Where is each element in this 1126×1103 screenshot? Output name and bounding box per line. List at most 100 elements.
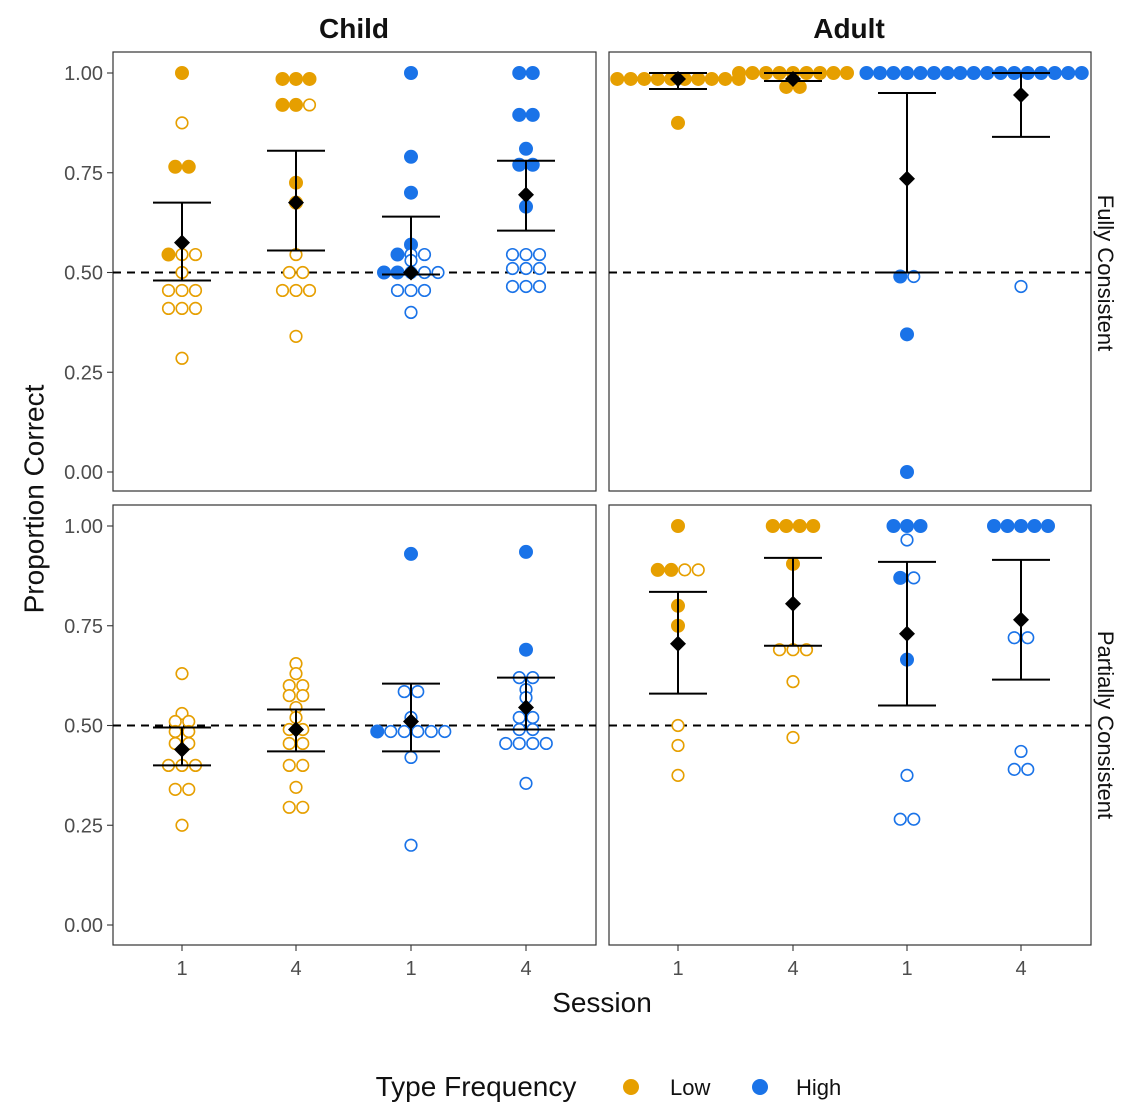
data-point-open (296, 800, 310, 814)
y-tick-label: 0.75 (64, 163, 103, 185)
legend: Type Frequency Low High (376, 1071, 842, 1102)
data-point-filled (671, 519, 685, 533)
data-point-open (526, 736, 540, 751)
mean-diamond (1013, 86, 1029, 103)
data-point-open (296, 688, 310, 703)
legend-label-low: Low (670, 1075, 710, 1100)
data-point-open (289, 780, 303, 794)
data-point-filled (404, 546, 418, 561)
data-point-filled (610, 71, 625, 86)
data-point-open (519, 247, 533, 262)
mean-diamond (288, 721, 304, 738)
data-point-filled (859, 66, 874, 80)
y-tick-label: 0.50 (64, 716, 103, 738)
data-point-open (532, 247, 547, 262)
data-point-open (671, 718, 685, 733)
data-point-open (417, 283, 432, 298)
data-point-filled (1074, 66, 1089, 80)
data-point-filled (886, 519, 901, 533)
row-label-partially-consistent: Partially Consistent (1093, 631, 1118, 819)
mean-diamond (518, 186, 534, 203)
data-point-filled (900, 66, 914, 80)
data-point-filled (404, 66, 418, 80)
data-point-filled (1061, 66, 1076, 80)
data-point-open (296, 736, 310, 751)
data-point-filled (1000, 519, 1015, 533)
data-point-open (282, 688, 296, 703)
y-tick-label: 0.25 (64, 362, 103, 384)
data-point-open (188, 247, 203, 262)
data-point-filled (289, 97, 303, 112)
data-point-open (505, 247, 520, 262)
mean-diamond (670, 70, 686, 87)
data-point-open (519, 776, 533, 790)
data-point-open (893, 812, 907, 826)
data-point-open (302, 283, 317, 298)
data-point-filled (519, 642, 533, 657)
data-point-filled (512, 66, 527, 80)
mean-diamond (174, 741, 190, 758)
data-point-open (188, 301, 203, 316)
data-point-filled (525, 107, 540, 122)
data-point-open (404, 750, 418, 765)
data-point-open (539, 736, 553, 751)
data-point-filled (927, 66, 941, 80)
data-point-filled (900, 465, 914, 479)
data-point-open (397, 684, 411, 699)
data-point-filled (900, 519, 914, 533)
data-point-open (282, 265, 296, 280)
mean-diamond (670, 635, 686, 652)
data-point-open (786, 675, 800, 689)
data-point-open (296, 265, 310, 280)
x-tick-label: 1 (901, 958, 912, 980)
data-point-open (302, 98, 317, 112)
mean-diamond (518, 699, 534, 716)
data-point-filled (953, 66, 968, 80)
data-point-open (1007, 762, 1021, 776)
data-point-open (404, 305, 418, 320)
data-point-open (188, 283, 203, 298)
data-point-filled (275, 97, 290, 112)
y-tick-label: 0.75 (64, 616, 103, 638)
y-tick-label: 0.50 (64, 263, 103, 285)
legend-label-high: High (796, 1075, 841, 1100)
data-point-open (519, 261, 533, 276)
data-point-open (900, 768, 914, 782)
data-point-open (691, 563, 705, 577)
data-point-filled (650, 562, 665, 577)
data-point-filled (671, 115, 685, 130)
x-tick-label: 4 (520, 958, 531, 980)
data-point-filled (691, 71, 706, 86)
data-point-filled (175, 66, 189, 80)
data-point-open (499, 736, 513, 751)
data-point-open (512, 736, 526, 751)
data-point-open (799, 643, 814, 657)
data-point-open (282, 758, 296, 773)
data-point-open (296, 758, 310, 773)
data-point-open (397, 724, 411, 739)
data-point-filled (806, 519, 821, 533)
data-point-open (175, 301, 189, 316)
data-point-open (175, 818, 189, 832)
data-point-filled (1027, 519, 1042, 533)
data-point-open (175, 351, 189, 365)
data-point-filled (1014, 519, 1028, 533)
data-point-filled (745, 66, 760, 80)
data-point-open (512, 710, 526, 725)
data-point-open (411, 684, 425, 699)
data-point-filled (302, 71, 317, 86)
mean-diamond (174, 234, 190, 251)
data-point-filled (886, 66, 901, 80)
data-point-open (671, 768, 685, 782)
data-point-open (289, 667, 303, 681)
data-point-open (289, 283, 303, 298)
y-tick-label: 0.00 (64, 462, 103, 484)
data-point-open (907, 812, 921, 826)
data-point-filled (1041, 519, 1055, 533)
data-point-filled (913, 519, 928, 533)
data-point-open (282, 736, 296, 751)
data-point-filled (404, 149, 418, 164)
data-point-filled (519, 141, 533, 156)
data-point-filled (181, 159, 196, 174)
